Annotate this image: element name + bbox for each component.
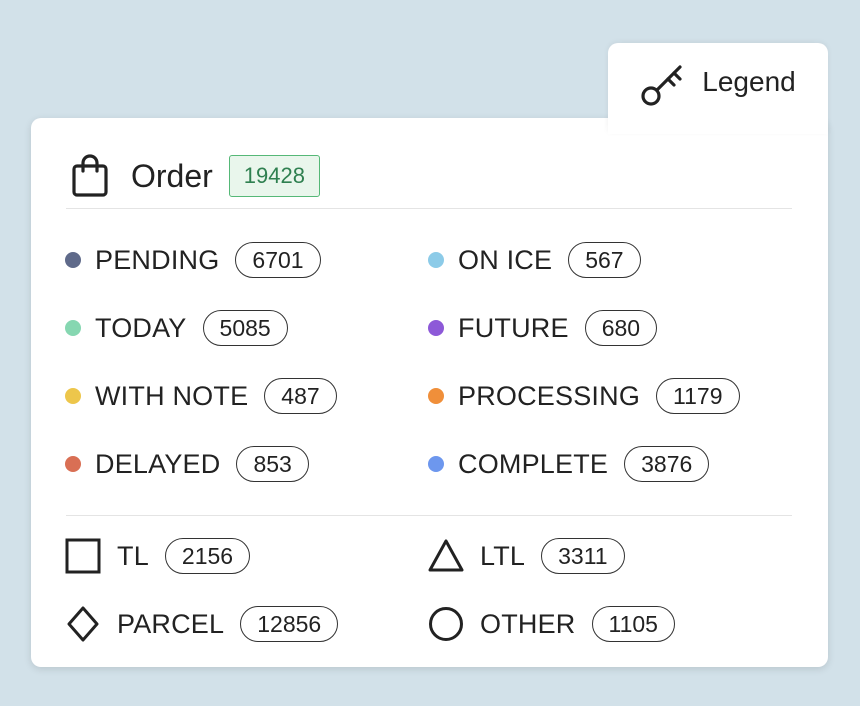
status-dot bbox=[428, 388, 444, 404]
status-count: 487 bbox=[264, 378, 337, 414]
shipment-label: OTHER bbox=[480, 608, 576, 639]
status-dot bbox=[65, 252, 81, 268]
shipment-label: TL bbox=[117, 540, 149, 571]
key-icon bbox=[641, 65, 682, 106]
order-count-badge: 19428 bbox=[228, 155, 320, 197]
status-count: 6701 bbox=[235, 242, 321, 278]
shopping-bag-icon bbox=[72, 154, 108, 197]
status-item-pending: PENDING 6701 bbox=[65, 240, 321, 280]
status-count: 1179 bbox=[656, 378, 740, 414]
status-item-processing: PROCESSING 1179 bbox=[428, 376, 740, 416]
status-dot bbox=[65, 320, 81, 336]
order-label: Order bbox=[131, 157, 213, 194]
status-count: 853 bbox=[236, 446, 309, 482]
status-item-future: FUTURE 680 bbox=[428, 308, 658, 348]
legend-panel: Order 19428 PENDING 6701 ON ICE 567 TODA… bbox=[31, 118, 828, 667]
status-dot bbox=[428, 320, 444, 336]
shipment-item-ltl: LTL 3311 bbox=[428, 536, 625, 576]
status-dot bbox=[428, 252, 444, 268]
status-count: 567 bbox=[568, 242, 641, 278]
diamond-icon bbox=[67, 606, 99, 642]
status-count: 680 bbox=[584, 310, 658, 346]
triangle-icon bbox=[428, 539, 464, 572]
shipment-label: PARCEL bbox=[117, 608, 225, 639]
status-dot bbox=[65, 456, 81, 472]
shipment-label: LTL bbox=[480, 540, 526, 571]
shipment-count: 1105 bbox=[591, 606, 675, 642]
shipment-item-tl: TL 2156 bbox=[65, 536, 251, 576]
shipment-count: 3311 bbox=[541, 538, 625, 574]
status-label: ON ICE bbox=[458, 244, 553, 275]
order-divider bbox=[66, 208, 792, 209]
status-count: 5085 bbox=[202, 310, 288, 346]
status-label: DELAYED bbox=[95, 448, 221, 479]
status-label: PROCESSING bbox=[458, 380, 641, 411]
tab-joint bbox=[608, 118, 828, 134]
status-label: WITH NOTE bbox=[95, 380, 249, 411]
status-item-complete: COMPLETE 3876 bbox=[428, 444, 710, 484]
status-label: FUTURE bbox=[458, 312, 569, 343]
shipment-item-parcel: PARCEL 12856 bbox=[65, 604, 339, 644]
status-label: TODAY bbox=[95, 312, 187, 343]
status-dot bbox=[65, 388, 81, 404]
square-icon bbox=[65, 538, 101, 574]
order-summary: Order 19428 bbox=[71, 152, 320, 200]
shipment-count: 2156 bbox=[164, 538, 251, 574]
status-item-on-ice: ON ICE 567 bbox=[428, 240, 641, 280]
shipment-divider bbox=[66, 515, 792, 516]
status-item-delayed: DELAYED 853 bbox=[65, 444, 309, 484]
legend-tab-label: Legend bbox=[702, 66, 796, 97]
status-dot bbox=[428, 456, 444, 472]
status-item-today: TODAY 5085 bbox=[65, 308, 288, 348]
shipment-item-other: OTHER 1105 bbox=[428, 604, 675, 644]
status-item-with-note: WITH NOTE 487 bbox=[65, 376, 337, 416]
status-count: 3876 bbox=[624, 446, 710, 482]
status-label: PENDING bbox=[95, 244, 220, 275]
circle-icon bbox=[429, 607, 463, 641]
shipment-count: 12856 bbox=[240, 606, 339, 642]
status-label: COMPLETE bbox=[458, 448, 609, 479]
